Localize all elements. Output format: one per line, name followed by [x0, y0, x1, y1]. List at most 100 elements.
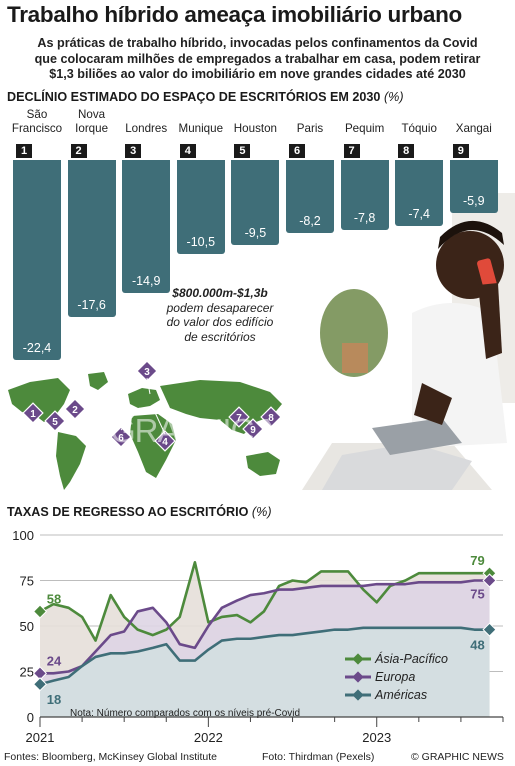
section-heading-office-decline: DECLÍNIO ESTIMADO DO ESPAÇO DE ESCRITÓRI…	[7, 90, 404, 104]
series-data-label: 48	[470, 638, 484, 653]
annotation-line: de escritórios	[184, 329, 256, 344]
map-europe	[128, 388, 160, 408]
annotation-line: podem desaparecer	[166, 300, 274, 315]
bar-rank-badge: 7	[343, 144, 360, 158]
map-greenland	[88, 372, 108, 390]
series-data-label: 24	[47, 653, 62, 668]
bar-category-label: São Francisco	[11, 108, 63, 135]
bar	[286, 160, 334, 234]
y-tick-label: 100	[12, 528, 34, 543]
series-line	[39, 560, 490, 642]
bar-chart-office-decline: São Francisco 1 -22,4 Nova Iorque 2 -17,6 Londr…	[11, 108, 498, 361]
photo-man-on-phone	[302, 193, 515, 490]
map-pin-6: 6	[110, 426, 132, 448]
svg-text:7: 7	[236, 413, 242, 424]
bar-rank-badge: 4	[179, 144, 196, 158]
bar-value-label: -9,5	[244, 225, 267, 240]
bar	[122, 160, 171, 294]
section-heading-unit: (%)	[383, 90, 404, 104]
map-pin-8: 8	[260, 406, 282, 428]
subtitle-line: que colocaram milhões de empregados a tr…	[34, 51, 481, 66]
bar	[449, 160, 498, 213]
plant-leaves	[320, 289, 388, 377]
bar-category-label: Munique	[178, 122, 224, 135]
bar	[13, 160, 61, 361]
legend-item-americas: Américas	[345, 686, 448, 704]
hair	[438, 220, 504, 249]
section-heading-text: DECLÍNIO ESTIMADO DO ESPAÇO DE ESCRITÓRI…	[7, 90, 381, 104]
svg-text:9: 9	[250, 425, 256, 436]
y-tick-label: 25	[20, 665, 34, 680]
map-pin-1: 1	[22, 402, 44, 424]
svg-text:5: 5	[52, 417, 58, 428]
series-marker	[32, 604, 48, 619]
series-line	[40, 579, 490, 675]
series-marker	[482, 573, 497, 588]
arm	[478, 283, 502, 359]
legend-item-europe: Europa	[345, 668, 448, 686]
legend-swatch-europe	[345, 670, 371, 684]
bar-rank-badge: 2	[70, 144, 87, 158]
plant-pot	[342, 343, 368, 373]
map-africa	[130, 414, 176, 478]
laptop	[372, 418, 462, 455]
map-australia	[246, 452, 280, 476]
annotation-line: do valor dos edifício	[166, 315, 274, 329]
svg-text:2: 2	[72, 405, 78, 416]
line-chart-return-to-office: 0 25 50 75 100 58 79 24 75 18 48 2021 2022 2023	[12, 528, 504, 745]
map-pin-4: 4	[154, 430, 176, 452]
bar-category-label: Nova Iorque	[75, 108, 109, 135]
bar	[340, 160, 389, 230]
copyright: © GRAPHIC NEWS	[411, 751, 504, 763]
bar-rank-badge: 1	[16, 144, 32, 158]
sources: Fontes: Bloomberg, McKinsey Global Insti…	[4, 751, 218, 763]
red-phone	[477, 258, 497, 290]
section-heading-return-rates: TAXAS DE REGRESSO AO ESCRITÓRIO (%)	[7, 505, 272, 519]
svg-text:1: 1	[30, 409, 36, 420]
photo-credit: Foto: Thirdman (Pexels)	[262, 751, 375, 763]
svg-text:8: 8	[268, 413, 274, 424]
hand-on-laptop	[414, 383, 452, 425]
x-tick-label: 2022	[194, 730, 223, 745]
watermark: GRAPHIC NEWS	[110, 412, 358, 449]
y-tick-label: 0	[27, 710, 34, 725]
svg-text:3: 3	[144, 367, 150, 378]
subtitle-line: $1,3 biliões ao valor do imobiliário em …	[49, 67, 466, 81]
annotation-value: $800.000m-$1,3b	[172, 286, 268, 300]
bar-category-label: Pequim	[344, 122, 385, 135]
bar-value-label: -10,5	[186, 234, 216, 249]
bar	[231, 160, 280, 245]
subtitle: As práticas de trabalho híbrido, invocad…	[0, 36, 515, 83]
chart-note: Nota: Número comparados com os níveis pr…	[70, 708, 301, 719]
section-heading-unit: (%)	[251, 505, 272, 519]
bar	[67, 160, 116, 318]
bar-rank-badge: 3	[125, 144, 142, 158]
legend-label-europe: Europa	[375, 670, 416, 684]
bar-rank-badge: 6	[289, 144, 305, 158]
section-heading-text: TAXAS DE REGRESSO AO ESCRITÓRIO	[7, 505, 249, 519]
trousers	[322, 443, 472, 490]
svg-text:6: 6	[118, 433, 124, 444]
annotation-building-value: $800.000m-$1,3b podem desaparecer do val…	[140, 286, 300, 344]
svg-text:4: 4	[162, 437, 168, 448]
legend-item-asia: Ásia-Pacífico	[345, 650, 448, 668]
y-tick-label: 75	[20, 574, 34, 589]
legend-label-americas: Américas	[375, 688, 428, 702]
bar-category-label: Houston	[233, 122, 277, 135]
series-marker	[482, 566, 497, 581]
bar-value-label: -7,4	[408, 207, 430, 222]
legend-label-asia: Ásia-Pacífico	[375, 652, 448, 666]
series-marker	[32, 677, 48, 692]
series-data-label: 58	[47, 591, 61, 606]
bar-category-label: Xangai	[455, 122, 492, 135]
world-map: 1 5 2 3 6 4 7 9 8	[8, 360, 282, 490]
map-south-america	[56, 432, 86, 490]
series-marker	[32, 666, 48, 681]
y-tick-label: 50	[20, 619, 34, 634]
series-data-label: 18	[47, 692, 61, 707]
page-title: Trabalho híbrido ameaça imobiliário urba…	[7, 2, 462, 27]
series-data-label: 75	[470, 587, 484, 602]
series-line	[39, 626, 490, 686]
x-tick-label: 2023	[362, 730, 391, 745]
subtitle-line: As práticas de trabalho híbrido, invocad…	[37, 36, 478, 50]
